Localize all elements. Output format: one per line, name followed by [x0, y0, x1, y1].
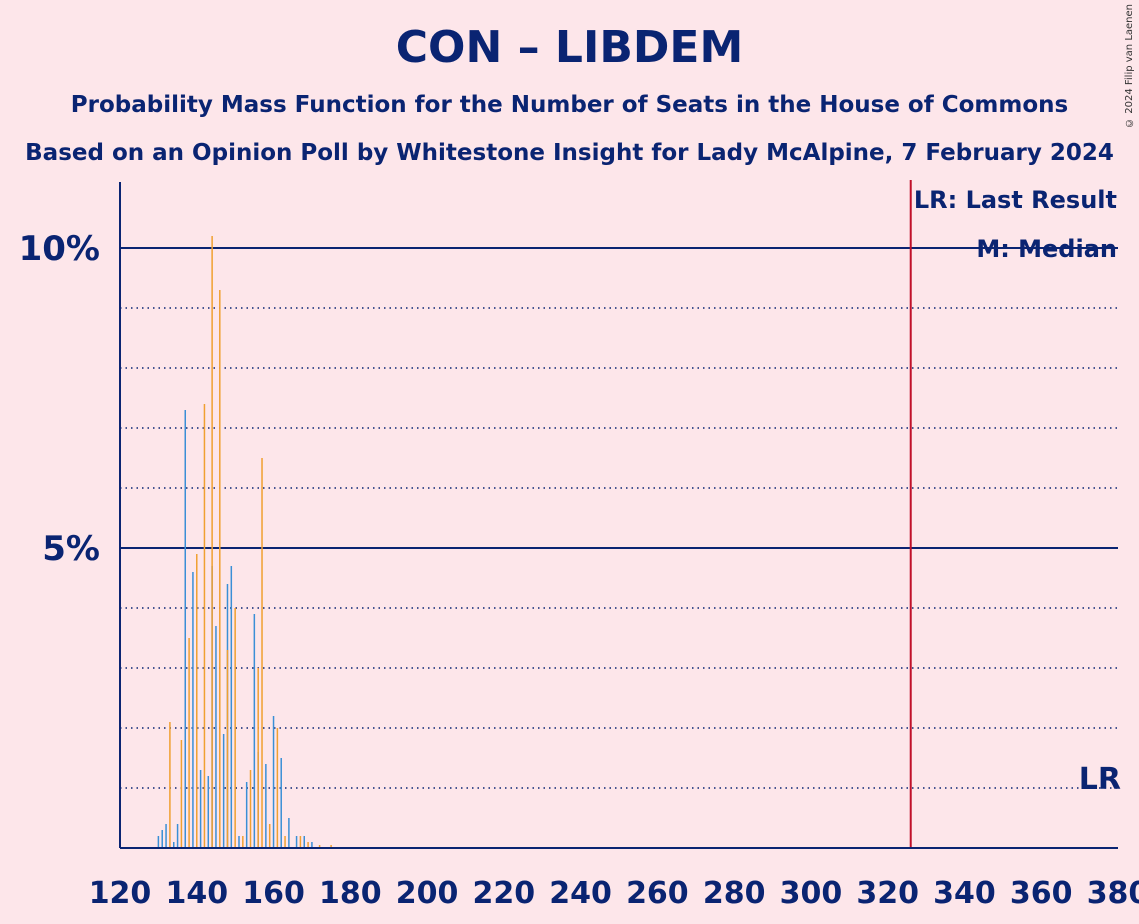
x-tick-label: 260: [626, 876, 689, 911]
legend-median: M: Median: [976, 235, 1117, 263]
x-tick-label: 240: [549, 876, 612, 911]
x-tick-label: 360: [1010, 876, 1073, 911]
chart-source: Based on an Opinion Poll by Whitestone I…: [25, 140, 1114, 166]
x-tick-label: 120: [89, 876, 152, 911]
y-tick-label: 5%: [42, 529, 100, 569]
bar-series: [157, 236, 332, 848]
grid-lines: [120, 247, 1118, 789]
last-result-marker-label: LR: [1078, 762, 1121, 797]
legend-last-result: LR: Last Result: [913, 186, 1117, 214]
x-tick-label: 300: [780, 876, 843, 911]
x-tick-label: 380: [1087, 876, 1139, 911]
x-tick-label: 340: [933, 876, 996, 911]
chart-subtitle: Probability Mass Function for the Number…: [70, 92, 1069, 118]
x-tick-label: 180: [319, 876, 382, 911]
x-tick-label: 220: [473, 876, 536, 911]
tick-labels: 5% 10% 120 140 160 180 200 220 240 260 280 300 320 34…: [19, 229, 1139, 911]
x-tick-label: 200: [396, 876, 459, 911]
x-tick-label: 320: [856, 876, 919, 911]
x-tick-label: 280: [703, 876, 766, 911]
x-tick-label: 140: [165, 876, 228, 911]
x-tick-label: 160: [242, 876, 305, 911]
axes: [119, 180, 1118, 849]
chart-title: CON – LIBDEM: [395, 22, 744, 73]
y-tick-label: 10%: [19, 229, 100, 269]
